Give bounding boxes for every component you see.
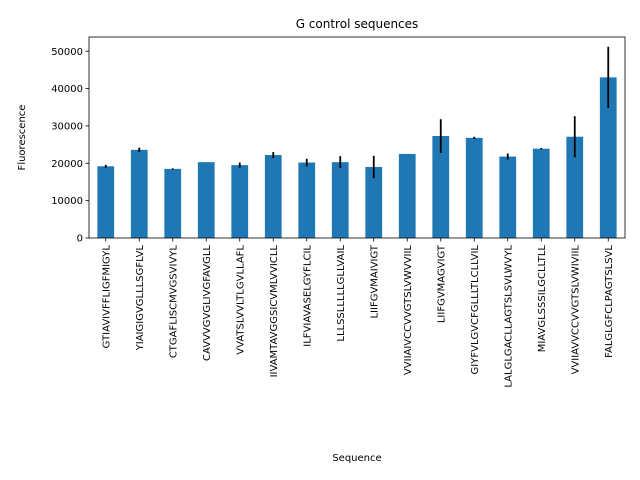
bars-layer (97, 77, 617, 238)
error-bars-layer (104, 46, 610, 179)
bar (97, 166, 115, 238)
y-tick-label: 50000 (51, 47, 83, 58)
bar (365, 167, 383, 238)
y-tick-label: 30000 (51, 122, 83, 133)
plot-frame (88, 36, 626, 239)
x-tick-label: LIIFGVMAIVIGT (369, 244, 380, 318)
bar (532, 148, 550, 238)
y-axis-label: Fluorescence (17, 105, 28, 171)
x-axis-label: Sequence (332, 453, 381, 464)
x-tick-label: GIYFVLGVCFGLLLTLCLLVIL (470, 245, 481, 375)
x-tick-label: FALGLGFCLPAGTSLSVL (604, 245, 615, 358)
x-tick-label: IIVAMTAVGGSICVMLVVICLL (269, 245, 280, 378)
y-tick-label: 40000 (51, 84, 83, 95)
x-axis: GTIAVIVFFLIGFMIGYL YIAIGIGVGLLLSGFLVL CTGA… (101, 238, 615, 388)
x-tick-label: ILFVIAVASELGYFLCIL (302, 245, 313, 347)
x-tick-label: LLLSSLLLLLGLLVAIL (336, 245, 347, 342)
x-tick-label: LIIFGVMAGVIGT (436, 244, 447, 323)
bar (465, 137, 483, 238)
bar (130, 149, 148, 238)
bar (432, 136, 450, 238)
chart-title: G control sequences (296, 17, 419, 31)
bar (197, 162, 215, 238)
bar (331, 162, 349, 238)
bar (298, 162, 316, 238)
bar (398, 153, 416, 238)
bar (264, 155, 282, 238)
x-tick-label: VVATSLVVLTLGVLLAFL (235, 245, 246, 355)
bar (566, 136, 584, 238)
y-tick-label: 10000 (51, 196, 83, 207)
y-tick-label: 0 (77, 234, 83, 245)
x-tick-label: VVIIAVVCCVVGTSLVWIVIIL (570, 245, 581, 375)
y-axis: 0 10000 20000 30000 40000 50000 (51, 47, 89, 245)
x-tick-label: MIAVGLSSSILGCLLTLL (537, 245, 548, 353)
bar (164, 168, 182, 238)
x-tick-label: GTIAVIVFFLIGFMIGYL (101, 245, 112, 349)
x-tick-label: LALGLGACLLAGTSLSVLWVYL (503, 245, 514, 388)
x-tick-label: VVIIAIVCCVVGTSLVWVVIIL (403, 245, 414, 375)
y-tick-label: 20000 (51, 159, 83, 170)
x-tick-label: CAVVVGVGLIVGFAVGLL (202, 245, 213, 361)
bar (499, 156, 517, 238)
bar (231, 165, 249, 238)
bar (599, 77, 617, 238)
x-tick-label: CTGAFLISCMVGSVIVYL (168, 245, 179, 359)
x-tick-label: YIAIGIGVGLLLSGFLVL (135, 245, 146, 352)
